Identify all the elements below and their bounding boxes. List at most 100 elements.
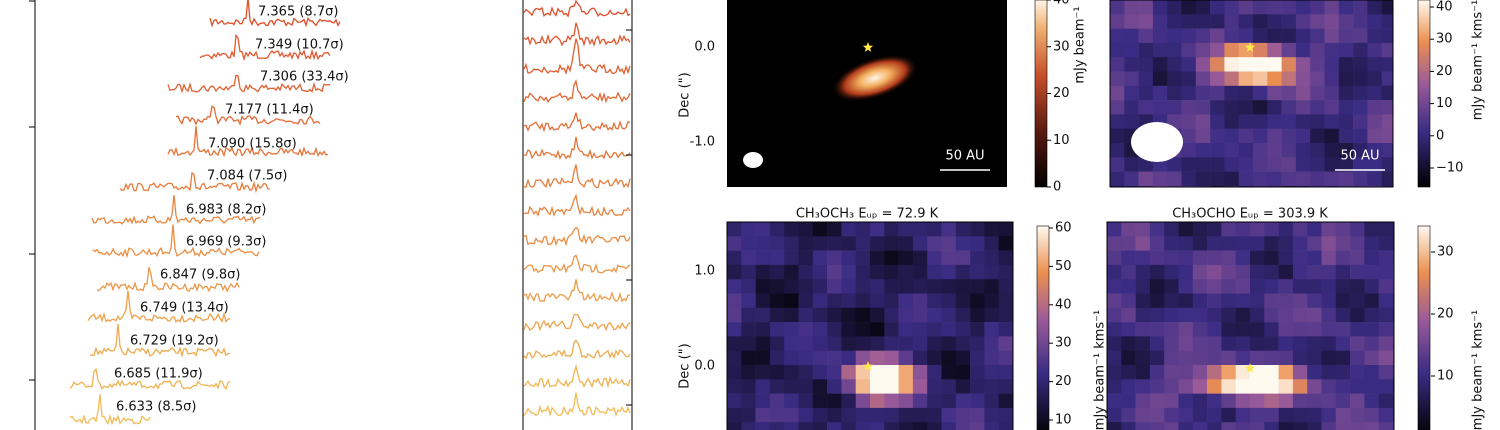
- map-pixel: [1149, 336, 1165, 351]
- map-pixel: [1264, 379, 1279, 394]
- map-pixel: [1149, 407, 1165, 423]
- spectrum: [523, 364, 631, 389]
- map-pixel: [727, 365, 742, 380]
- map-pixel: [1167, 0, 1182, 15]
- map-pixel: [955, 365, 971, 380]
- map-pixel: [784, 264, 799, 280]
- map-pixel: [884, 222, 899, 237]
- map-pixel: [941, 222, 957, 237]
- map-pixel: [1167, 28, 1182, 44]
- map-pixel: [1121, 350, 1136, 366]
- spectrum: [523, 392, 631, 418]
- map-pixel: [1381, 42, 1394, 58]
- map-pixel: [827, 336, 842, 351]
- map-pixel: [1110, 100, 1125, 115]
- map-pixel: [898, 336, 914, 351]
- map-pixel: [927, 279, 942, 294]
- map-pixel: [1378, 393, 1394, 409]
- map-pixel: [741, 365, 756, 380]
- map-pixel: [1152, 57, 1168, 72]
- map-pixel: [1121, 407, 1136, 423]
- map-pixel: [1295, 71, 1311, 87]
- map-pixel: [1164, 336, 1179, 351]
- map-pixel: [1278, 379, 1294, 394]
- map-pixel: [1338, 28, 1354, 44]
- map-pixel: [912, 222, 928, 237]
- map-pixel: [812, 264, 828, 280]
- map-pixel: [1192, 322, 1208, 337]
- map-pixel: [1295, 157, 1311, 172]
- map-pixel: [1138, 28, 1154, 44]
- map-pixel: [1164, 393, 1179, 409]
- line-label: 6.729 (19.2σ): [130, 334, 219, 349]
- map-pixel: [970, 379, 985, 394]
- spectrum: [523, 164, 631, 189]
- map-pixel: [1135, 293, 1151, 309]
- map-pixel: [1350, 222, 1365, 237]
- map-pixel: [1278, 279, 1294, 294]
- map-pixel: [1207, 350, 1222, 366]
- map-pixel: [1152, 100, 1168, 115]
- map-pixel: [855, 379, 871, 394]
- map-pixel: [1307, 264, 1322, 280]
- map-pixel: [827, 279, 842, 294]
- map-pixel: [1335, 379, 1351, 394]
- map-pixel: [1164, 422, 1179, 430]
- map-pixel: [1135, 422, 1151, 430]
- map-pixel: [955, 322, 971, 337]
- map-pixel: [1295, 57, 1311, 72]
- map-pixel: [1107, 393, 1122, 409]
- map-pixel: [970, 393, 985, 409]
- map-pixel: [1378, 264, 1394, 280]
- map-pixel: [1292, 293, 1308, 309]
- map-pixel: [1264, 350, 1279, 366]
- map-pixel: [955, 279, 971, 294]
- map-pixel: [1307, 279, 1322, 294]
- map-pixel: [1292, 379, 1308, 394]
- map-pixel: [884, 279, 899, 294]
- map-pixel: [855, 222, 871, 237]
- map-pixel: [784, 236, 799, 251]
- map-pixel: [784, 422, 799, 430]
- map-pixel: [1107, 293, 1122, 309]
- map-pixel: [769, 336, 785, 351]
- map-pixel: [1224, 100, 1239, 115]
- map-pixel: [1138, 85, 1154, 101]
- map-pixel: [1350, 307, 1365, 323]
- map-pixel: [1138, 57, 1154, 72]
- map-pixel: [1324, 71, 1340, 87]
- map-pixel: [798, 322, 814, 337]
- map-pixel: [1149, 365, 1165, 380]
- map-pixel: [1178, 407, 1194, 423]
- map-pixel: [998, 407, 1014, 423]
- map-pixel: [1324, 100, 1340, 115]
- map-pixel: [870, 365, 885, 380]
- map-pixel: [784, 336, 799, 351]
- map-pixel: [1353, 157, 1368, 172]
- map-pixel: [827, 293, 842, 309]
- map-pixel: [769, 222, 785, 237]
- spectrum: [167, 74, 331, 94]
- map-pixel: [1221, 365, 1236, 380]
- map-pixel: [1378, 222, 1394, 237]
- map-pixel: [1321, 236, 1337, 251]
- map-pixel: [1164, 365, 1179, 380]
- map-pixel: [1381, 114, 1394, 129]
- map-pixel: [784, 293, 799, 309]
- map-pixel: [984, 379, 999, 394]
- map-pixel: [1178, 336, 1194, 351]
- map-pixel: [912, 393, 928, 409]
- map-pixel: [898, 379, 914, 394]
- map-pixel: [1321, 393, 1337, 409]
- map-pixel: [1338, 143, 1354, 158]
- map-pixel: [1321, 293, 1337, 309]
- map-pixel: [1210, 85, 1225, 101]
- map-pixel: [1178, 264, 1194, 280]
- map-pixel: [1307, 407, 1322, 423]
- map-pixel: [1192, 336, 1208, 351]
- map-pixel: [1224, 28, 1239, 44]
- map-pixel: [1207, 393, 1222, 409]
- map-pixel: [1195, 114, 1211, 129]
- map-pixel: [812, 322, 828, 337]
- colorbar-tick-label: 10: [1436, 96, 1453, 111]
